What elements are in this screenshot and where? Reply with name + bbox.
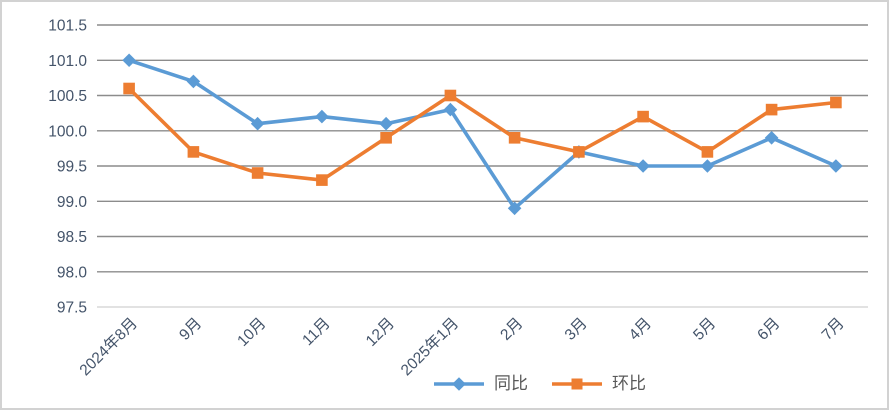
data-point-marker	[829, 159, 843, 173]
y-tick-label: 101.0	[48, 53, 87, 70]
x-tick-label: 2024年8月	[76, 314, 141, 379]
data-point-marker	[380, 132, 392, 144]
y-tick-label: 99.0	[57, 194, 88, 211]
data-point-marker	[315, 109, 329, 124]
data-point-marker	[444, 89, 457, 102]
data-point-marker	[379, 116, 393, 131]
data-point-marker	[187, 146, 200, 158]
y-tick-label: 99.5	[57, 159, 87, 176]
data-point-marker	[508, 132, 521, 144]
data-point-marker	[700, 159, 715, 173]
legend-item-1: 环比	[550, 375, 646, 392]
y-tick-label: 100.0	[48, 123, 87, 140]
data-point-marker	[443, 102, 458, 117]
series-line-0	[127, 58, 838, 211]
y-tick-label: 97.5	[57, 300, 87, 317]
x-tick-label: 4月	[626, 315, 655, 344]
y-tick-label: 98.5	[57, 229, 87, 246]
data-point-marker	[507, 201, 522, 216]
x-tick-label: 3月	[562, 315, 591, 344]
series-line-1	[127, 86, 838, 182]
data-point-marker	[573, 146, 585, 158]
data-point-marker	[765, 103, 778, 116]
x-tick-label: 2月	[497, 315, 526, 344]
legend-marker-icon	[552, 378, 602, 389]
x-tick-label: 10月	[234, 315, 269, 350]
y-tick-label: 101.5	[48, 18, 87, 35]
data-point-marker	[636, 159, 650, 173]
chart-legend: 同比 环比	[432, 375, 646, 392]
legend-item-0: 同比	[432, 375, 528, 392]
data-point-marker	[637, 110, 649, 123]
data-point-marker	[122, 53, 136, 67]
x-tick-label: 11月	[299, 315, 333, 349]
x-tick-label: 6月	[754, 315, 783, 344]
x-tick-label: 12月	[363, 315, 398, 350]
data-point-marker	[251, 167, 264, 179]
x-tick-label: 2025年1月	[397, 314, 462, 379]
data-point-marker	[764, 131, 779, 145]
x-tick-label: 5月	[690, 315, 719, 344]
x-tick-label: 7月	[819, 315, 848, 344]
data-point-marker	[701, 146, 714, 158]
legend-label: 环比	[612, 374, 646, 393]
data-point-marker	[123, 82, 135, 95]
legend-marker-icon	[434, 376, 484, 391]
x-tick-label: 9月	[176, 315, 205, 344]
data-point-marker	[250, 116, 265, 131]
data-point-marker	[830, 96, 842, 109]
data-point-marker	[316, 174, 328, 186]
y-tick-label: 100.5	[48, 88, 87, 105]
data-point-marker	[186, 74, 201, 89]
y-tick-label: 98.0	[57, 264, 88, 281]
legend-label: 同比	[494, 374, 528, 393]
